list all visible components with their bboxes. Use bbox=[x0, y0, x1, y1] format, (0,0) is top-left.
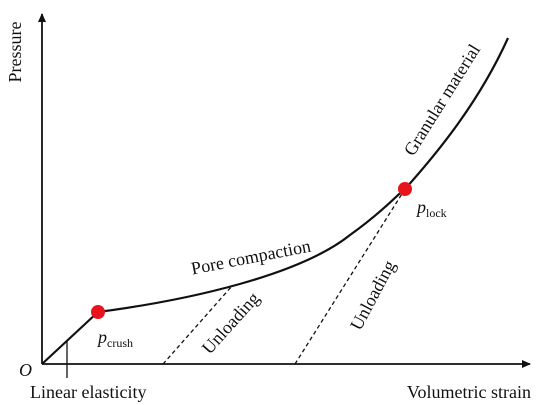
pore-compaction-label: Pore compaction bbox=[189, 236, 312, 279]
p-lock-label: plock bbox=[415, 197, 447, 220]
granular-material-label: Granular material bbox=[400, 40, 484, 159]
pore-compaction-curve bbox=[97, 188, 406, 314]
y-axis-label: Pressure bbox=[5, 22, 25, 83]
unloading-label-2: Unloading bbox=[346, 257, 399, 333]
p-lock-marker bbox=[398, 182, 412, 196]
p-crush-subscript: crush bbox=[107, 336, 133, 350]
p-crush-symbol: p bbox=[96, 327, 107, 347]
unloading-line-1 bbox=[162, 285, 233, 365]
p-lock-subscript: lock bbox=[426, 206, 447, 220]
p-crush-marker bbox=[91, 305, 105, 319]
p-crush-label: pcrush bbox=[96, 327, 133, 350]
p-lock-symbol: p bbox=[415, 197, 426, 217]
linear-elasticity-segment bbox=[41, 311, 99, 365]
unloading-label-1: Unloading bbox=[198, 288, 264, 358]
x-axis-label: Volumetric strain bbox=[407, 382, 531, 402]
origin-label: O bbox=[19, 360, 32, 380]
granular-material-curve bbox=[404, 37, 510, 190]
linear-elasticity-label: Linear elasticity bbox=[30, 382, 146, 402]
